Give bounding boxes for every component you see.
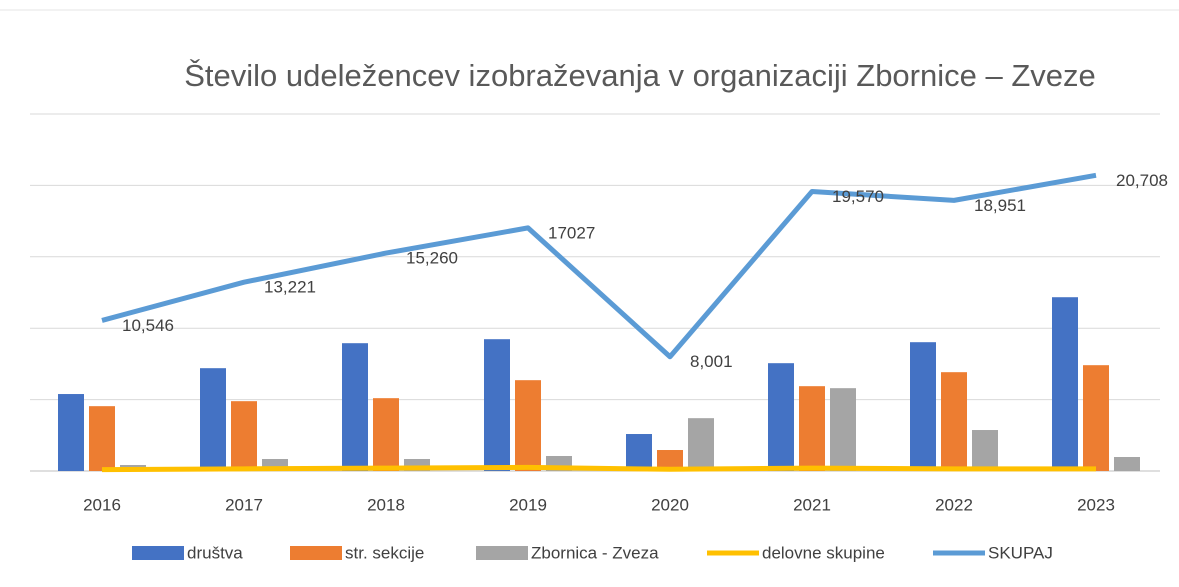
data-label: 10,546 (122, 316, 174, 335)
data-label: 17027 (548, 223, 595, 242)
bar (404, 459, 430, 471)
x-tick-label: 2020 (651, 495, 689, 514)
x-tick-label: 2023 (1077, 495, 1115, 514)
bar (972, 430, 998, 471)
legend-label: Zbornica - Zveza (531, 543, 659, 562)
bar (799, 386, 825, 471)
x-tick-label: 2021 (793, 495, 831, 514)
bar (768, 363, 794, 471)
data-label: 13,221 (264, 278, 316, 297)
bar (910, 342, 936, 471)
data-label: 18,951 (974, 196, 1026, 215)
bar (484, 339, 510, 471)
bar (830, 388, 856, 471)
legend-label: SKUPAJ (988, 543, 1053, 562)
legend-swatch (476, 546, 528, 560)
bar (342, 343, 368, 471)
bar (941, 372, 967, 471)
bar (1114, 457, 1140, 471)
x-tick-label: 2017 (225, 495, 263, 514)
line-series (101, 464, 1096, 473)
bar (89, 406, 115, 471)
chart-title: Število udeležencev izobraževanja v orga… (184, 58, 1096, 93)
bar (58, 394, 84, 471)
bar (373, 398, 399, 471)
bar (515, 380, 541, 471)
bar (200, 368, 226, 471)
x-tick-label: 2019 (509, 495, 547, 514)
x-tick-label: 2016 (83, 495, 121, 514)
data-label: 15,260 (406, 249, 458, 268)
bar (231, 401, 257, 471)
x-tick-label: 2022 (935, 495, 973, 514)
legend-label: str. sekcije (345, 543, 424, 562)
data-label: 20,708 (1116, 171, 1168, 190)
bar (657, 450, 683, 471)
data-label: 8,001 (690, 352, 733, 371)
bar (626, 434, 652, 471)
legend-swatch (290, 546, 342, 560)
data-label: 19,570 (832, 187, 884, 206)
line-series (101, 172, 1097, 360)
bar (688, 418, 714, 471)
legend-label: delovne skupine (762, 543, 885, 562)
legend-swatch (132, 546, 184, 560)
legend-label: društva (187, 543, 243, 562)
bar (1052, 297, 1078, 471)
bar (262, 459, 288, 471)
bar (1083, 365, 1109, 471)
x-tick-label: 2018 (367, 495, 405, 514)
